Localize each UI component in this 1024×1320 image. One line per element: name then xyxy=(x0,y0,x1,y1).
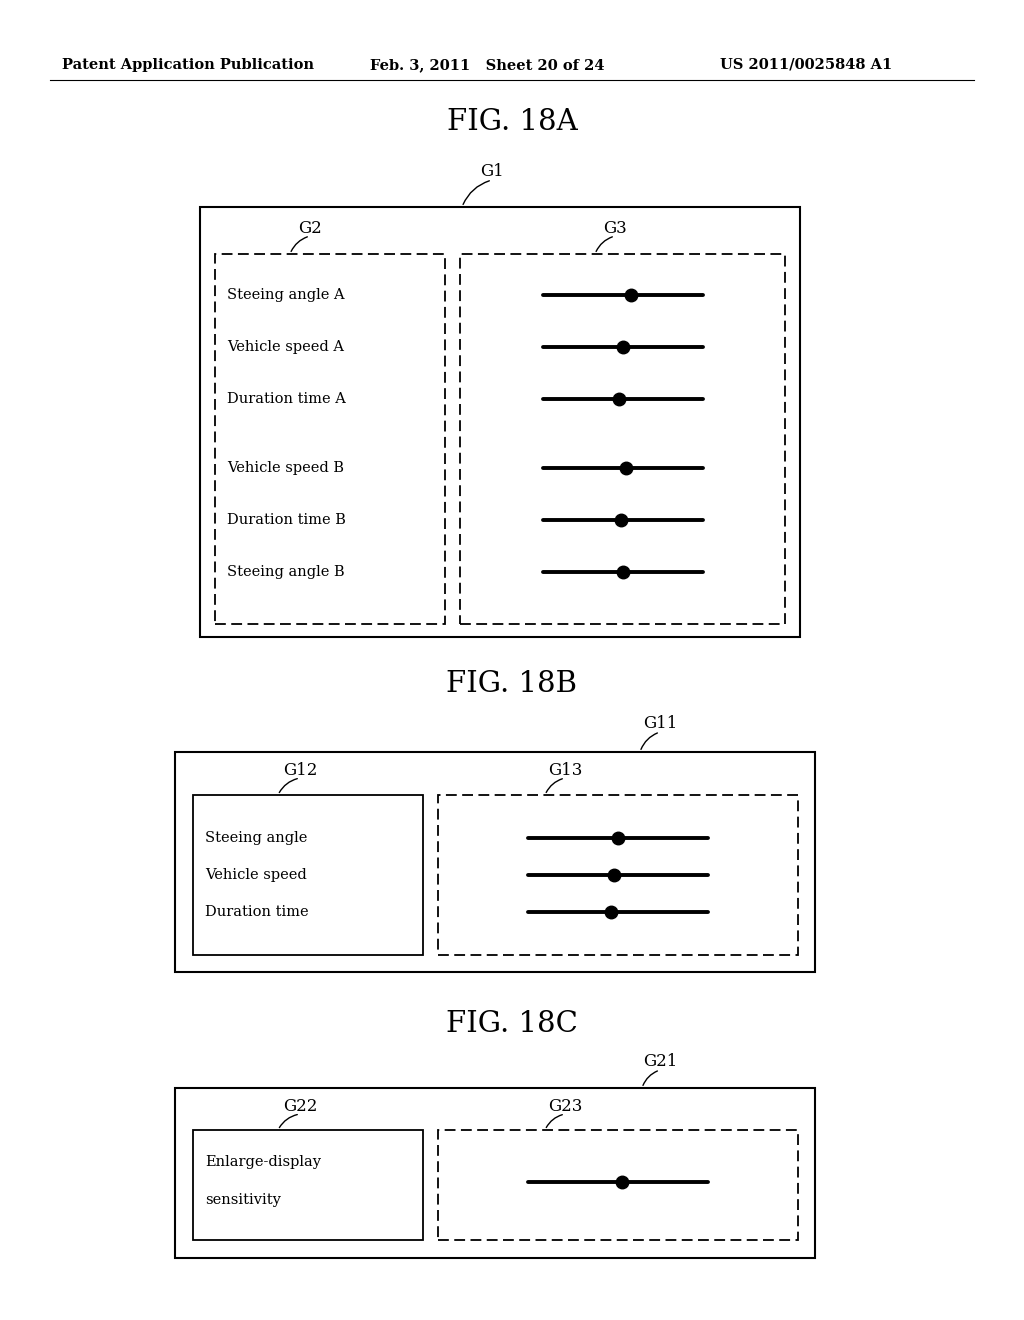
Text: G3: G3 xyxy=(603,220,627,238)
Text: G11: G11 xyxy=(643,715,677,733)
Bar xyxy=(175,752,815,972)
Text: G13: G13 xyxy=(548,762,583,779)
Text: G2: G2 xyxy=(298,220,322,238)
Text: G21: G21 xyxy=(643,1053,677,1071)
Text: sensitivity: sensitivity xyxy=(205,1193,281,1206)
Text: US 2011/0025848 A1: US 2011/0025848 A1 xyxy=(720,58,892,73)
Text: G23: G23 xyxy=(548,1098,583,1115)
Text: Vehicle speed A: Vehicle speed A xyxy=(227,341,344,354)
Bar xyxy=(460,253,785,624)
Bar xyxy=(215,253,445,624)
Bar xyxy=(438,1130,798,1239)
Text: FIG. 18B: FIG. 18B xyxy=(446,671,578,698)
Text: FIG. 18A: FIG. 18A xyxy=(446,108,578,136)
Text: Steeing angle A: Steeing angle A xyxy=(227,288,345,302)
Text: FIG. 18C: FIG. 18C xyxy=(446,1010,578,1038)
Bar xyxy=(193,795,423,954)
Text: Steeing angle: Steeing angle xyxy=(205,832,307,845)
Text: Steeing angle B: Steeing angle B xyxy=(227,565,345,579)
Text: G22: G22 xyxy=(283,1098,317,1115)
Text: Vehicle speed: Vehicle speed xyxy=(205,869,307,882)
Text: Duration time A: Duration time A xyxy=(227,392,346,407)
Text: G1: G1 xyxy=(480,162,504,180)
Bar xyxy=(438,795,798,954)
Bar xyxy=(200,207,800,638)
Bar xyxy=(193,1130,423,1239)
Text: Vehicle speed B: Vehicle speed B xyxy=(227,461,344,475)
Text: G12: G12 xyxy=(283,762,317,779)
Text: Feb. 3, 2011   Sheet 20 of 24: Feb. 3, 2011 Sheet 20 of 24 xyxy=(370,58,604,73)
Text: Enlarge-display: Enlarge-display xyxy=(205,1155,321,1170)
Text: Duration time B: Duration time B xyxy=(227,513,346,527)
Bar xyxy=(175,1088,815,1258)
Text: Duration time: Duration time xyxy=(205,906,308,919)
Text: Patent Application Publication: Patent Application Publication xyxy=(62,58,314,73)
